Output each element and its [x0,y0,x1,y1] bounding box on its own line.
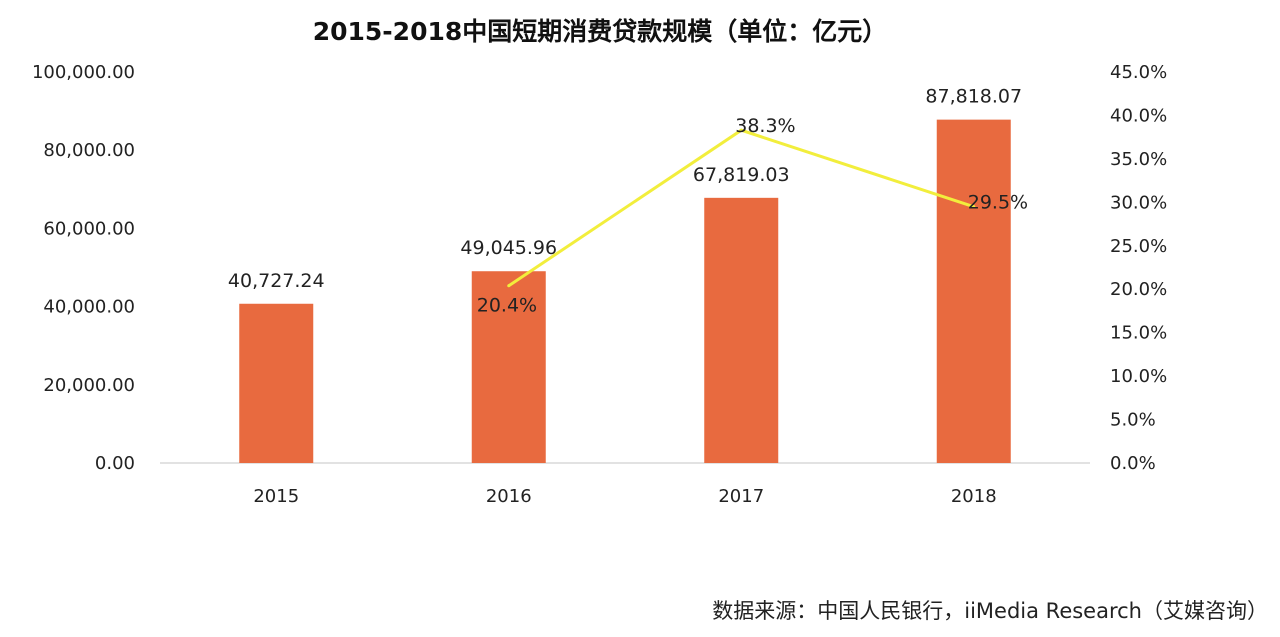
left-axis-tick: 80,000.00 [43,140,135,161]
left-axis-tick: 20,000.00 [43,375,135,396]
chart-title: 2015-2018中国短期消费贷款规模（单位：亿元） [313,17,888,46]
bar-data-label: 49,045.96 [460,237,557,259]
bar-data-label: 40,727.24 [228,270,325,292]
line-data-label: 20.4% [477,295,537,317]
line-data-label: 29.5% [968,192,1028,214]
left-axis-tick: 40,000.00 [43,297,135,318]
left-axis-tick: 0.00 [95,453,135,474]
right-axis-tick: 40.0% [1110,105,1167,126]
bar-data-label: 67,819.03 [693,164,790,186]
right-axis-tick: 15.0% [1110,323,1167,344]
left-axis-tick: 100,000.00 [32,62,135,83]
right-axis-tick: 35.0% [1110,149,1167,170]
right-axis-tick: 10.0% [1110,366,1167,387]
right-axis-tick: 30.0% [1110,192,1167,213]
right-axis-tick: 20.0% [1110,279,1167,300]
line-data-label: 38.3% [735,115,795,137]
right-axis-tick: 5.0% [1110,410,1156,431]
right-axis-tick: 45.0% [1110,62,1167,83]
right-axis-tick: 0.0% [1110,453,1156,474]
growth-point [507,284,511,288]
x-axis-tick: 2018 [951,486,997,507]
bar [704,197,779,464]
bar [471,271,546,463]
growth-point [739,128,743,132]
source-note: 数据来源：中国人民银行，iiMedia Research（艾媒咨询） [712,599,1268,623]
right-axis-tick: 25.0% [1110,236,1167,257]
bar-data-label: 87,818.07 [925,86,1022,108]
left-axis-tick: 60,000.00 [43,218,135,239]
x-axis-tick: 2017 [718,486,764,507]
x-axis-tick: 2016 [486,486,532,507]
bar [936,119,1011,463]
growth-point [972,205,976,209]
x-axis-tick: 2015 [253,486,299,507]
bar [239,303,314,463]
